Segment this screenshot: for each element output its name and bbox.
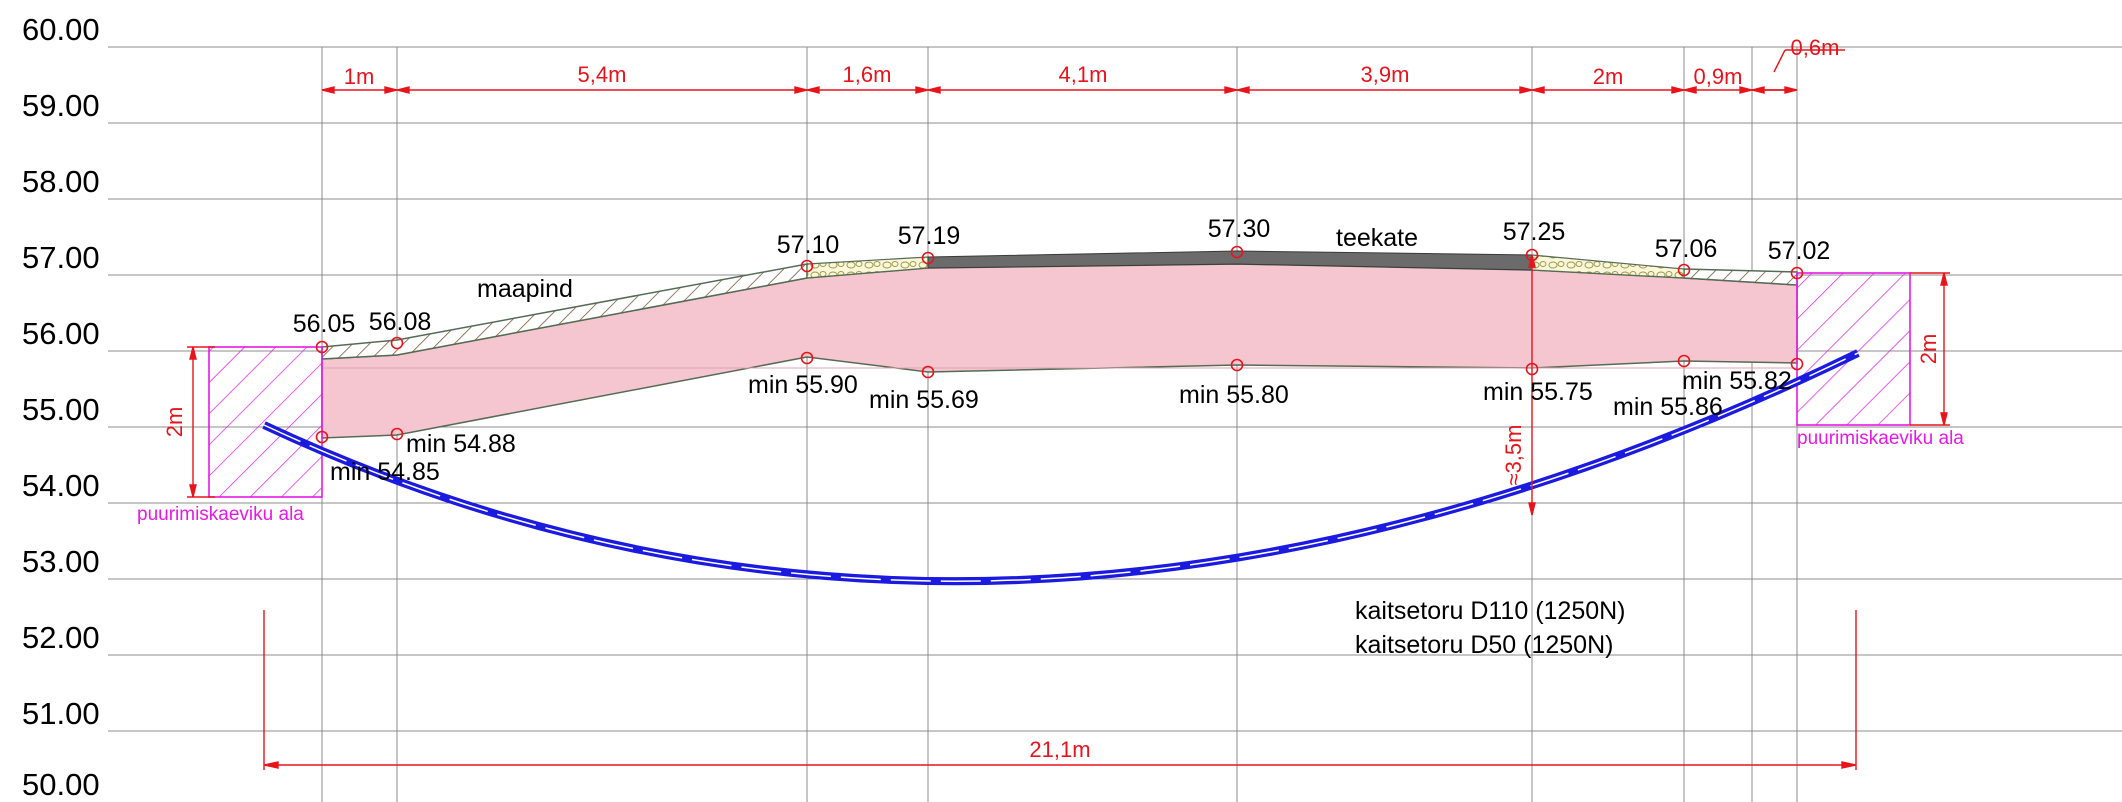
pit-height-left-dim: [187, 346, 215, 498]
min-elevation: min 55.82: [1682, 367, 1792, 395]
pit-height-right-label: 2m: [1916, 334, 1941, 365]
min-elevation: min 55.86: [1613, 393, 1723, 421]
road-surface-label: teekate: [1336, 224, 1418, 252]
surface-elevation: 57.25: [1503, 218, 1566, 246]
y-axis-label: 60.00: [22, 12, 100, 47]
y-axis-label: 55.00: [22, 392, 100, 427]
dimension-label: 2m: [1593, 64, 1624, 89]
y-axis-labels: 60.00 59.00 58.00 57.00 56.00 55.00 54.0…: [22, 12, 100, 802]
surface-elevation-labels: 56.05 56.08 57.10 57.19 57.30 57.25 57.0…: [293, 215, 1831, 338]
min-elevation: min 55.75: [1483, 378, 1593, 406]
y-axis-label: 56.00: [22, 316, 100, 351]
y-axis-label: 59.00: [22, 88, 100, 123]
surface-elevation: 57.06: [1655, 235, 1718, 263]
top-dimension-chain: [321, 49, 1845, 94]
total-dimension-label: 21,1m: [1029, 737, 1090, 762]
min-elevation: min 55.80: [1179, 381, 1289, 409]
drill-area-left-label: puurimiskaeviku ala: [137, 504, 304, 525]
dimension-label: 0,6m: [1791, 35, 1840, 60]
protective-pipe: [262, 349, 1860, 586]
dimension-label: 1,6m: [843, 62, 892, 87]
dimension-label: 3,9m: [1361, 62, 1410, 87]
surface-elevation: 56.05: [293, 310, 356, 338]
pit-height-right-dim: [1910, 272, 1950, 426]
depth-dimension: [1528, 254, 1536, 516]
y-axis-label: 58.00: [22, 164, 100, 199]
surface-elevation: 57.10: [777, 231, 840, 259]
drill-area-right-label: puurimiskaeviku ala: [1797, 428, 1964, 449]
y-axis-label: 57.00: [22, 240, 100, 275]
dimension-label: 0,9m: [1694, 64, 1743, 89]
dimension-label: 4,1m: [1059, 62, 1108, 87]
dimension-label: 5,4m: [578, 62, 627, 87]
surface-elevation: 56.08: [369, 308, 432, 336]
min-elevation: min 54.88: [406, 430, 516, 458]
y-axis-label: 53.00: [22, 544, 100, 579]
vertical-grid: [321, 47, 1798, 802]
surface-elevation: 57.30: [1208, 215, 1271, 243]
min-elevation-labels: min 54.85 min 54.88 min 55.90 min 55.69 …: [330, 367, 1792, 486]
top-dimension-labels: 1m 5,4m 1,6m 4,1m 3,9m 2m 0,9m 0,6m: [344, 35, 1840, 89]
total-dimension: [263, 610, 1857, 770]
surface-elevation: 57.02: [1768, 237, 1831, 265]
pipe-label-2: kaitsetoru D50 (1250N): [1355, 631, 1613, 659]
surface-elevation: 57.19: [898, 222, 961, 250]
y-axis-label: 51.00: [22, 696, 100, 731]
depth-label: ≈3,5m: [1501, 425, 1526, 486]
min-elevation: min 55.69: [869, 386, 979, 414]
dimension-label: 1m: [344, 64, 375, 89]
pipe-label-1: kaitsetoru D110 (1250N): [1355, 597, 1626, 625]
ground-label: maapind: [477, 275, 573, 303]
y-axis-label: 52.00: [22, 620, 100, 655]
min-elevation: min 55.90: [748, 371, 858, 399]
y-axis-label: 54.00: [22, 468, 100, 503]
pit-height-left-label: 2m: [162, 407, 187, 438]
min-elevation: min 54.85: [330, 458, 440, 486]
y-axis-label: 50.00: [22, 767, 100, 802]
drill-pit-right: [1796, 272, 1911, 426]
